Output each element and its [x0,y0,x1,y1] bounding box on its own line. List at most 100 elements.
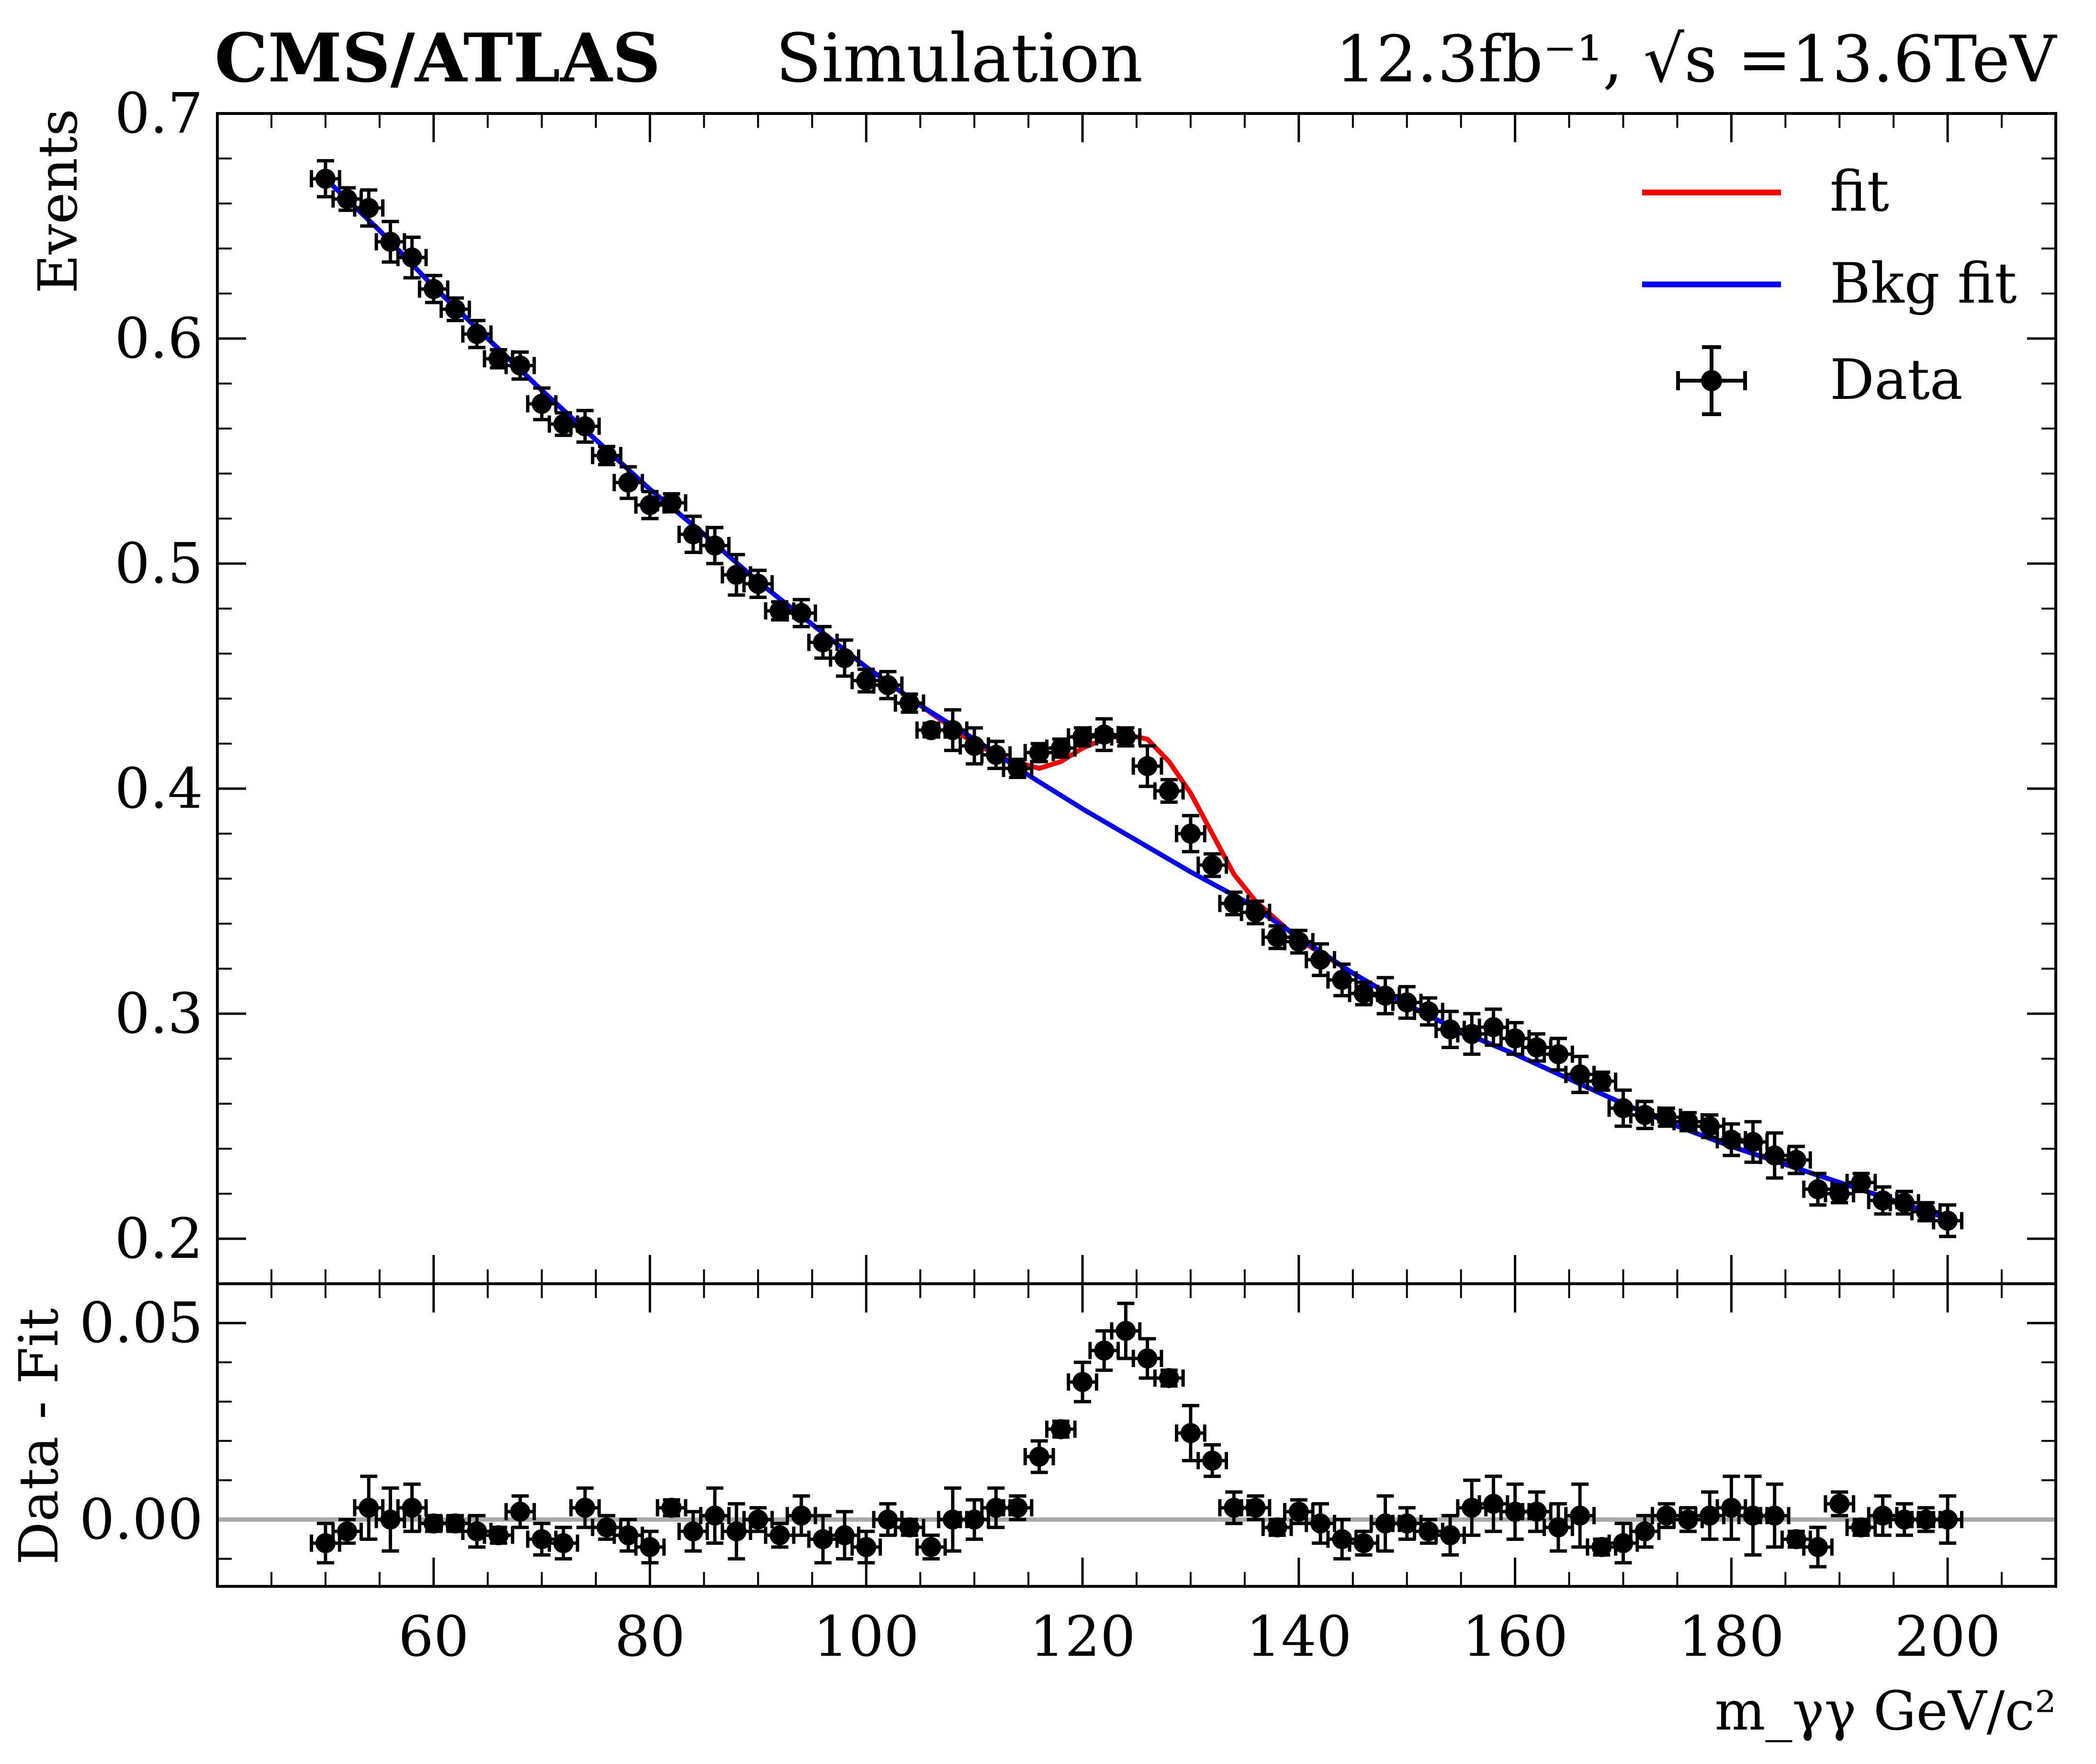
main-ytick-label: 0.2 [115,1207,203,1271]
data-marker [1613,1533,1634,1553]
data-marker [1353,1533,1374,1553]
data-marker [878,675,898,695]
data-marker [445,1513,465,1534]
data-marker [1180,824,1201,844]
residual-point [1131,1337,1163,1380]
data-marker [1462,1024,1482,1044]
main-y-axis-label: Events [27,109,90,294]
residual-point [1240,1494,1272,1521]
data-marker [1634,1105,1655,1125]
main-ytick-label: 0.7 [115,81,203,146]
data-marker [1916,1509,1936,1530]
data-marker [1526,1037,1547,1058]
experiment-label: CMS/ATLAS [214,19,661,98]
data-marker [1591,1537,1612,1557]
data-marker [1029,742,1049,763]
data-marker [510,1502,530,1522]
residual-point [807,1514,839,1565]
residual-point [1348,1529,1380,1557]
data-point [1694,1113,1726,1139]
data-marker [1700,1505,1720,1526]
data-marker [488,1525,509,1546]
data-point [1196,852,1228,878]
data-marker [1938,1509,1958,1530]
data-marker [1267,1517,1287,1538]
data-marker [1050,738,1071,758]
data-marker [1007,1497,1028,1518]
data-marker [359,1497,379,1518]
main-curves [324,177,1949,1221]
legend: fit Bkg fit Data [1642,159,2017,416]
data-point [785,598,817,629]
data-marker [1764,1145,1785,1166]
data-marker [899,1517,920,1538]
ratio-xtick-label: 60 [398,1605,469,1669]
residual-point [829,1510,860,1561]
residual-point [1261,1517,1293,1538]
residual-point [1629,1514,1661,1549]
data-point [1629,1099,1661,1131]
data-marker [661,493,682,513]
data-marker [1245,1497,1266,1518]
residual-point [1521,1490,1553,1533]
data-point [742,568,774,599]
data-point [483,348,515,370]
residual-point [721,1502,753,1561]
data-marker [1634,1521,1655,1542]
residual-point [850,1529,882,1565]
residual-point [915,1533,947,1561]
data-marker [640,1537,660,1557]
data-marker [834,648,855,668]
data-marker [1764,1505,1785,1526]
data-point [1434,1009,1466,1049]
data-marker [1894,1192,1915,1213]
data-marker [921,1537,941,1557]
data-point [872,670,904,701]
data-marker [1050,1419,1071,1439]
residual-point [1824,1490,1856,1517]
data-marker [337,189,358,209]
residual-point [439,1513,471,1534]
residual-point [1802,1526,1834,1569]
main-plot-frame [216,112,2057,1285]
data-point [1326,962,1358,997]
data-marker [553,1533,574,1553]
data-point [893,692,925,714]
residual-point [699,1486,731,1545]
residual-point [1932,1494,1963,1545]
data-point [1369,976,1401,1016]
data-marker [1548,1517,1568,1538]
data-point [1153,778,1185,804]
residual-point [483,1525,515,1546]
residual-point [374,1486,406,1553]
data-marker [1786,1150,1806,1170]
residual-point [1456,1478,1488,1537]
data-point [1737,1120,1769,1164]
data-point [569,408,601,444]
data-marker [1159,780,1179,801]
residual-point [958,1498,991,1541]
data-marker [597,1517,617,1538]
data-marker [1829,1184,1850,1204]
ratio-axis-ticks: 0.00 0.05 60 80 100 120 140 160 180 200 [79,1283,2056,1669]
data-marker [1721,1497,1742,1518]
data-marker [726,1521,747,1542]
data-point [958,726,991,766]
data-point [699,526,731,565]
residual-point [872,1502,904,1537]
data-point [526,386,558,421]
data-marker [1224,893,1244,914]
data-point [1391,985,1423,1020]
data-marker [1808,1179,1828,1199]
ratio-plot-frame [216,1282,2057,1588]
data-marker [1116,726,1136,747]
data-point [655,492,687,514]
ratio-xtick-label: 140 [1246,1605,1352,1669]
legend-label-fit: fit [1830,159,1889,224]
data-marker [575,1497,595,1518]
data-marker [445,299,465,319]
data-marker [705,1505,725,1526]
data-marker [402,1497,422,1518]
data-marker [921,720,941,740]
data-marker [1440,1525,1461,1546]
